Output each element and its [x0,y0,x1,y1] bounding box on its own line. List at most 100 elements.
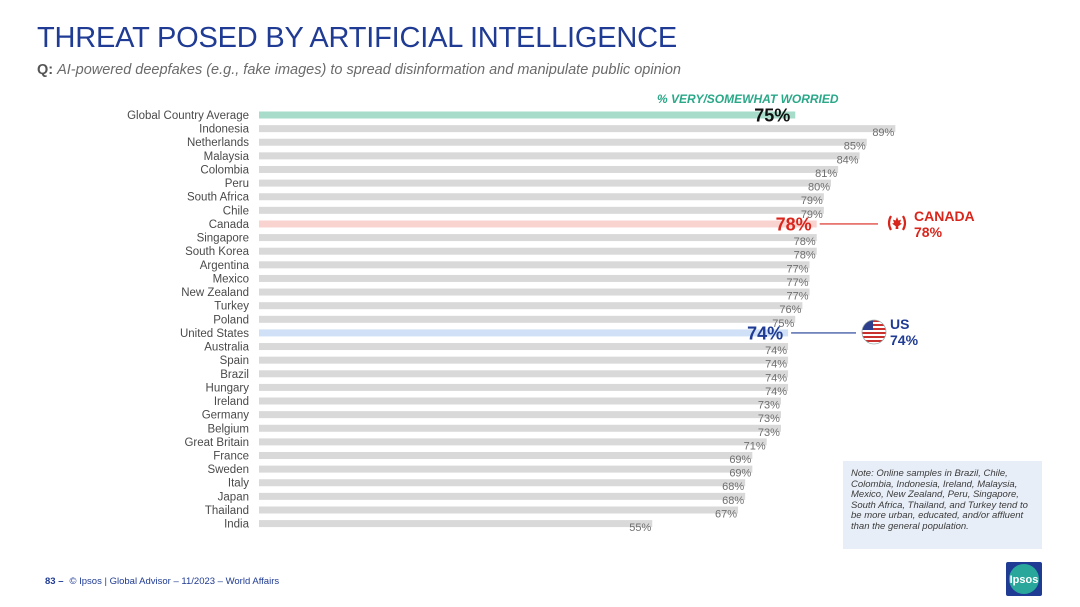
bar-argentina [259,261,810,269]
question-prefix: Q: [37,62,54,78]
bar-malaysia [259,152,860,160]
value-label-sweden: 69% [729,468,751,480]
value-label-netherlands: 85% [844,141,866,153]
bar-south-korea [259,247,817,255]
bar-singapore [259,234,817,242]
value-label-japan: 68% [722,495,744,507]
question-text: AI-powered deepfakes (e.g., fake images)… [57,62,681,78]
value-label-brazil: 74% [765,372,787,384]
canada-callout-value: 78% [914,224,943,240]
bar-peru [259,179,831,187]
bar-italy [259,479,746,487]
bar-canada [259,220,817,228]
value-label-spain: 74% [765,359,787,371]
category-label-belgium: Belgium [207,423,249,435]
category-label-indonesia: Indonesia [199,124,249,136]
bar-germany [259,411,781,419]
us-callout: US 74% [890,316,918,348]
category-label-peru: Peru [225,178,249,190]
category-label-chile: Chile [223,205,249,217]
value-label-global-country-average: 75% [754,106,790,126]
value-label-belgium: 73% [758,427,780,439]
bar-chile [259,206,824,214]
category-label-poland: Poland [213,314,249,326]
bar-france [259,452,753,459]
value-label-indonesia: 89% [872,127,894,139]
value-label-poland: 75% [772,318,794,330]
category-label-spain: Spain [220,355,249,367]
category-label-germany: Germany [202,410,250,422]
category-label-singapore: Singapore [197,233,249,245]
bar-spain [259,356,789,364]
canada-callout-name: CANADA [914,208,975,224]
canada-flag-icon [887,215,907,231]
bar-great-britain [259,438,767,446]
bar-indonesia [259,125,896,133]
logo-text: Ipsos [1009,574,1039,586]
value-label-germany: 73% [758,413,780,425]
bar-colombia [259,165,839,173]
us-callout-name: US [890,316,910,332]
page-number: 83 – [45,576,64,587]
bar-united-states [259,329,789,337]
bar-netherlands [259,138,867,146]
value-label-new-zealand: 77% [787,291,809,303]
value-label-south-africa: 79% [801,195,823,207]
value-label-mexico: 77% [787,277,809,289]
page-title: THREAT POSED BY ARTIFICIAL INTELLIGENCE [37,22,678,54]
value-label-italy: 68% [722,481,744,493]
bar-thailand [259,506,739,514]
bar-belgium [259,424,781,432]
category-label-south-africa: South Africa [187,192,250,204]
value-label-malaysia: 84% [837,154,859,166]
category-label-great-britain: Great Britain [184,437,249,449]
value-label-thailand: 67% [715,508,737,520]
us-callout-value: 74% [890,332,919,348]
bar-hungary [259,383,789,391]
bar-mexico [259,274,810,282]
footer-text: © Ipsos | Global Advisor – 11/2023 – Wor… [69,576,280,587]
category-label-hungary: Hungary [206,382,250,394]
value-label-india: 55% [629,522,651,534]
value-label-peru: 80% [808,182,830,194]
value-label-south-korea: 78% [794,250,816,262]
category-label-thailand: Thailand [205,505,249,517]
value-label-united-states: 74% [747,323,783,343]
value-label-singapore: 78% [794,236,816,248]
category-label-italy: Italy [228,478,249,490]
value-label-australia: 74% [765,345,787,357]
value-label-great-britain: 71% [744,440,766,452]
value-label-france: 69% [729,454,751,466]
category-label-canada: Canada [209,219,250,231]
category-label-australia: Australia [204,342,249,354]
category-label-india: India [224,519,250,531]
canada-callout: CANADA 78% [914,208,975,240]
bar-sweden [259,465,753,473]
category-label-netherlands: Netherlands [187,137,249,149]
bar-japan [259,492,746,500]
category-label-new-zealand: New Zealand [181,287,249,299]
bar-australia [259,343,789,351]
bar-new-zealand [259,288,810,296]
bar-turkey [259,302,803,310]
bar-poland [259,315,796,323]
value-label-argentina: 77% [787,263,809,275]
bar-global-country-average [259,111,796,119]
us-flag-icon [861,319,887,345]
category-label-south-korea: South Korea [185,246,250,258]
category-label-colombia: Colombia [200,164,249,176]
category-label-turkey: Turkey [214,301,249,313]
category-label-brazil: Brazil [220,369,249,381]
question-subtitle: Q: AI-powered deepfakes (e.g., fake image… [37,62,681,78]
category-label-global-country-average: Global Country Average [127,110,249,122]
value-label-canada: 78% [776,214,812,234]
value-label-turkey: 76% [779,304,801,316]
category-label-argentina: Argentina [200,260,250,272]
category-label-united-states: United States [180,328,249,340]
category-label-japan: Japan [218,491,249,503]
category-label-malaysia: Malaysia [204,151,250,163]
footer: 83 – © Ipsos | Global Advisor – 11/2023 –… [45,576,279,587]
category-label-sweden: Sweden [207,464,249,476]
bar-south-africa [259,193,824,201]
